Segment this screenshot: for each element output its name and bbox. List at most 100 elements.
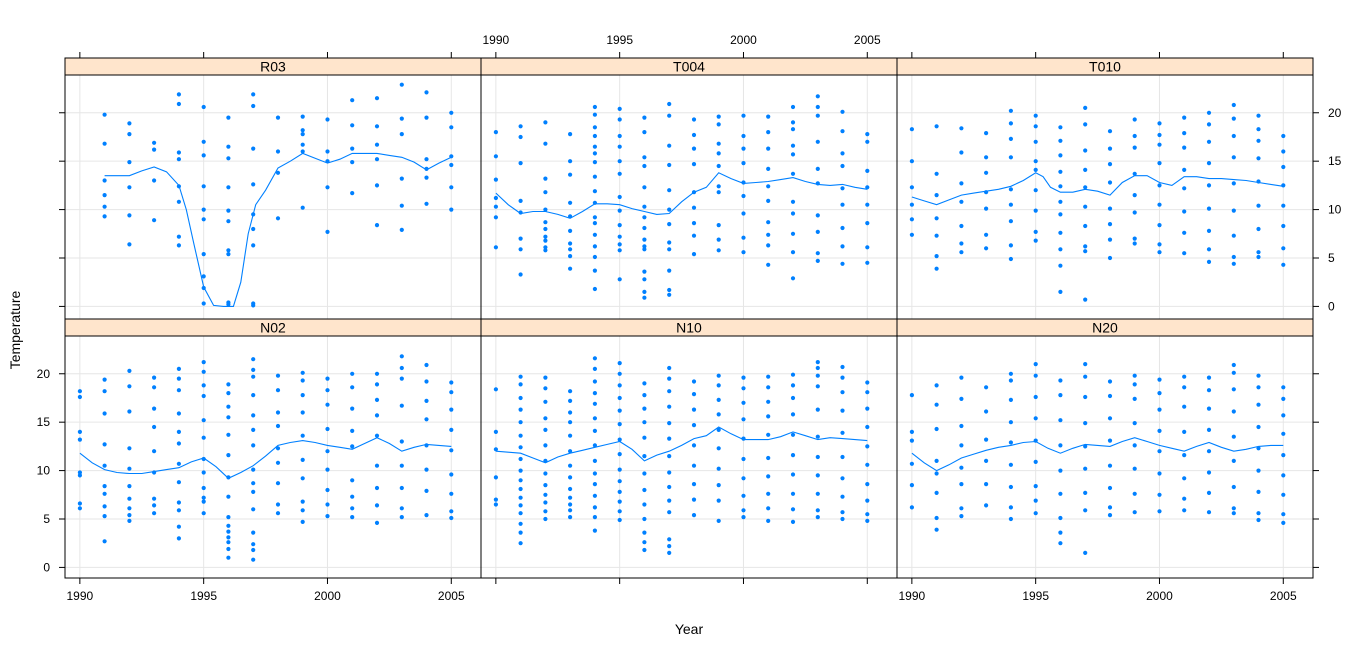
data-point [1008, 108, 1014, 113]
strip-label: N20 [1092, 320, 1118, 336]
data-point [617, 395, 622, 401]
data-point [449, 491, 454, 496]
data-point [152, 385, 157, 390]
data-point [325, 487, 330, 493]
data-point [716, 446, 721, 451]
data-point [518, 456, 523, 462]
data-point [790, 120, 796, 125]
data-point [201, 511, 206, 516]
data-point [1058, 263, 1063, 268]
data-point [399, 116, 404, 121]
data-point [1231, 387, 1236, 392]
data-point [766, 506, 771, 511]
data-point [642, 406, 647, 411]
data-point [1281, 413, 1286, 418]
data-point [1033, 113, 1038, 118]
data-point [1033, 238, 1038, 243]
data-point [1281, 223, 1286, 229]
data-point [374, 520, 380, 526]
data-point [642, 163, 647, 169]
data-point [568, 254, 573, 259]
data-point [1231, 484, 1236, 490]
x-tick-label: 1990 [483, 33, 510, 47]
data-point [1231, 133, 1236, 139]
data-point [201, 217, 206, 222]
data-point [399, 439, 404, 444]
data-point [934, 402, 939, 407]
points-n10 [493, 356, 870, 556]
data-point [1008, 397, 1014, 402]
data-point [226, 432, 231, 437]
x-tick-label: 2005 [1270, 589, 1297, 603]
data-point [568, 228, 573, 233]
data-point [275, 460, 281, 465]
data-point [1157, 509, 1162, 514]
data-point [1182, 385, 1187, 390]
data-point [1083, 550, 1088, 556]
data-point [1107, 180, 1113, 185]
data-point [568, 433, 573, 438]
data-point [127, 484, 132, 489]
data-point [1132, 491, 1137, 496]
data-point [959, 150, 964, 155]
data-point [667, 376, 672, 381]
data-point [1231, 254, 1236, 260]
data-point [984, 458, 989, 463]
data-point [592, 471, 598, 476]
data-point [543, 471, 548, 476]
data-point [325, 149, 330, 154]
data-point [667, 498, 672, 503]
data-point [592, 428, 598, 433]
data-point [275, 423, 281, 429]
data-point [518, 382, 523, 387]
data-point [1256, 424, 1261, 430]
data-point [1058, 468, 1063, 473]
data-point [102, 463, 107, 468]
data-point [518, 134, 523, 140]
data-point [102, 214, 107, 219]
data-point [959, 482, 964, 487]
data-point [1132, 117, 1137, 122]
data-point [152, 496, 157, 501]
data-point [934, 193, 939, 198]
data-point [1206, 228, 1212, 233]
data-point [1256, 138, 1261, 143]
data-point [543, 427, 548, 432]
data-point [617, 223, 622, 228]
data-point [1182, 496, 1187, 501]
data-point [300, 132, 305, 137]
data-point [617, 489, 622, 494]
data-point [374, 397, 380, 402]
data-point [815, 213, 820, 218]
data-point [399, 354, 404, 359]
data-point [251, 489, 256, 494]
data-point [667, 544, 672, 549]
data-point [1256, 517, 1261, 523]
data-point [815, 384, 820, 389]
data-point [1008, 256, 1014, 262]
panel-n20: N20 [896, 318, 1314, 556]
data-point [350, 515, 355, 520]
data-point [840, 202, 845, 207]
data-point [592, 493, 598, 498]
data-point [592, 125, 598, 130]
data-point [790, 104, 796, 110]
data-point [1256, 113, 1261, 118]
data-point [251, 557, 256, 562]
data-point [667, 143, 672, 148]
data-point [1132, 133, 1137, 139]
data-point [493, 204, 498, 209]
data-point [518, 374, 523, 379]
data-point [1132, 443, 1137, 448]
data-point [543, 516, 548, 522]
data-point [102, 204, 107, 209]
data-point [226, 555, 231, 560]
data-point [1083, 362, 1088, 367]
data-point [493, 475, 498, 480]
data-point [1206, 388, 1212, 393]
data-point [667, 470, 672, 475]
data-point [959, 250, 964, 255]
data-point [1008, 155, 1014, 160]
data-point [518, 511, 523, 516]
data-point [1206, 247, 1212, 252]
